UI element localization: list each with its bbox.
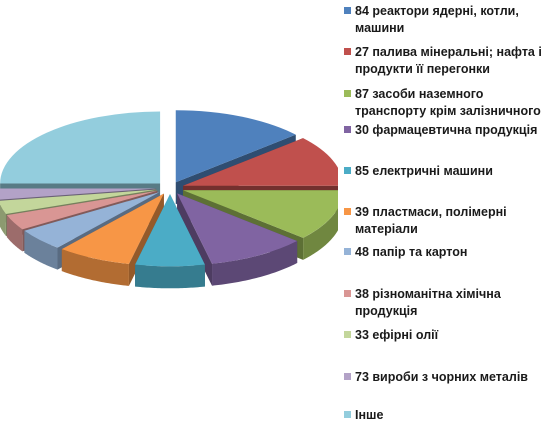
pie-slice-top <box>183 190 338 238</box>
legend-label: 33 ефірні олії <box>355 328 439 342</box>
legend-item: 27 палива мінеральні; нафта і продукти ї… <box>344 44 550 78</box>
pie-slice-top <box>177 193 298 264</box>
legend-swatch <box>344 373 351 380</box>
legend-label: Інше <box>355 408 384 422</box>
legend-swatch <box>344 126 351 133</box>
legend-label: 38 різноманітна хімічна продукція <box>355 287 501 318</box>
pie-slice-rim <box>0 204 6 236</box>
legend-item: 33 ефірні олії <box>344 327 550 344</box>
pie-slice-rim <box>212 241 298 286</box>
pie-slice-rim <box>24 230 58 270</box>
legend-label: 85 електричні машини <box>355 164 493 178</box>
legend-swatch <box>344 48 351 55</box>
legend-label: 30 фармацевтична продукція <box>355 123 538 137</box>
legend-item: 39 пластмаси, полімерні матеріали <box>344 204 550 238</box>
legend-item: 84 реактори ядерні, котли, машини <box>344 3 550 37</box>
legend-swatch <box>344 411 351 418</box>
pie-slice-top <box>24 192 160 248</box>
legend-label: 73 вироби з чорних металів <box>355 370 528 384</box>
legend-item: 38 різноманітна хімічна продукція <box>344 286 550 320</box>
legend-item: 30 фармацевтична продукція <box>344 122 550 139</box>
legend-label: 84 реактори ядерні, котли, машини <box>355 4 519 35</box>
legend-label: 39 пластмаси, полімерні матеріали <box>355 205 507 236</box>
legend-item: Інше <box>344 407 550 424</box>
pie-slice-top <box>0 188 157 200</box>
legend-item: 48 папір та картон <box>344 244 550 261</box>
legend-label: 27 палива мінеральні; нафта і продукти ї… <box>355 45 542 76</box>
legend-swatch <box>344 167 351 174</box>
legend-swatch <box>344 290 351 297</box>
pie-slice-rim <box>61 249 129 286</box>
pie-chart <box>0 110 338 289</box>
legend-swatch <box>344 331 351 338</box>
pie-slice <box>61 193 164 286</box>
pie-slice-top <box>61 193 164 264</box>
pie-slice-top <box>135 194 205 267</box>
legend-item: 87 засоби наземного транспорту крім залі… <box>344 86 550 120</box>
chart-legend: 84 реактори ядерні, котли, машини 27 пали… <box>340 0 550 424</box>
legend-swatch <box>344 7 351 14</box>
legend-swatch <box>344 248 351 255</box>
pie-slice-top <box>175 110 296 183</box>
pie-slice-rim <box>135 264 205 289</box>
legend-item: 85 електричні машини <box>344 163 550 180</box>
legend-item: 73 вироби з чорних металів <box>344 369 550 386</box>
legend-swatch <box>344 90 351 97</box>
legend-label: 48 папір та картон <box>355 245 468 259</box>
legend-swatch <box>344 208 351 215</box>
pie-slice-rim <box>303 208 338 260</box>
pie-slice-rim <box>6 215 23 252</box>
pie-slice-top <box>0 111 161 184</box>
legend-label: 87 засоби наземного транспорту крім залі… <box>355 87 541 118</box>
pie-slice-top <box>0 189 157 214</box>
pie-slice-top <box>183 138 338 186</box>
pie-slice-top <box>6 190 158 230</box>
pie-slice <box>135 194 205 289</box>
